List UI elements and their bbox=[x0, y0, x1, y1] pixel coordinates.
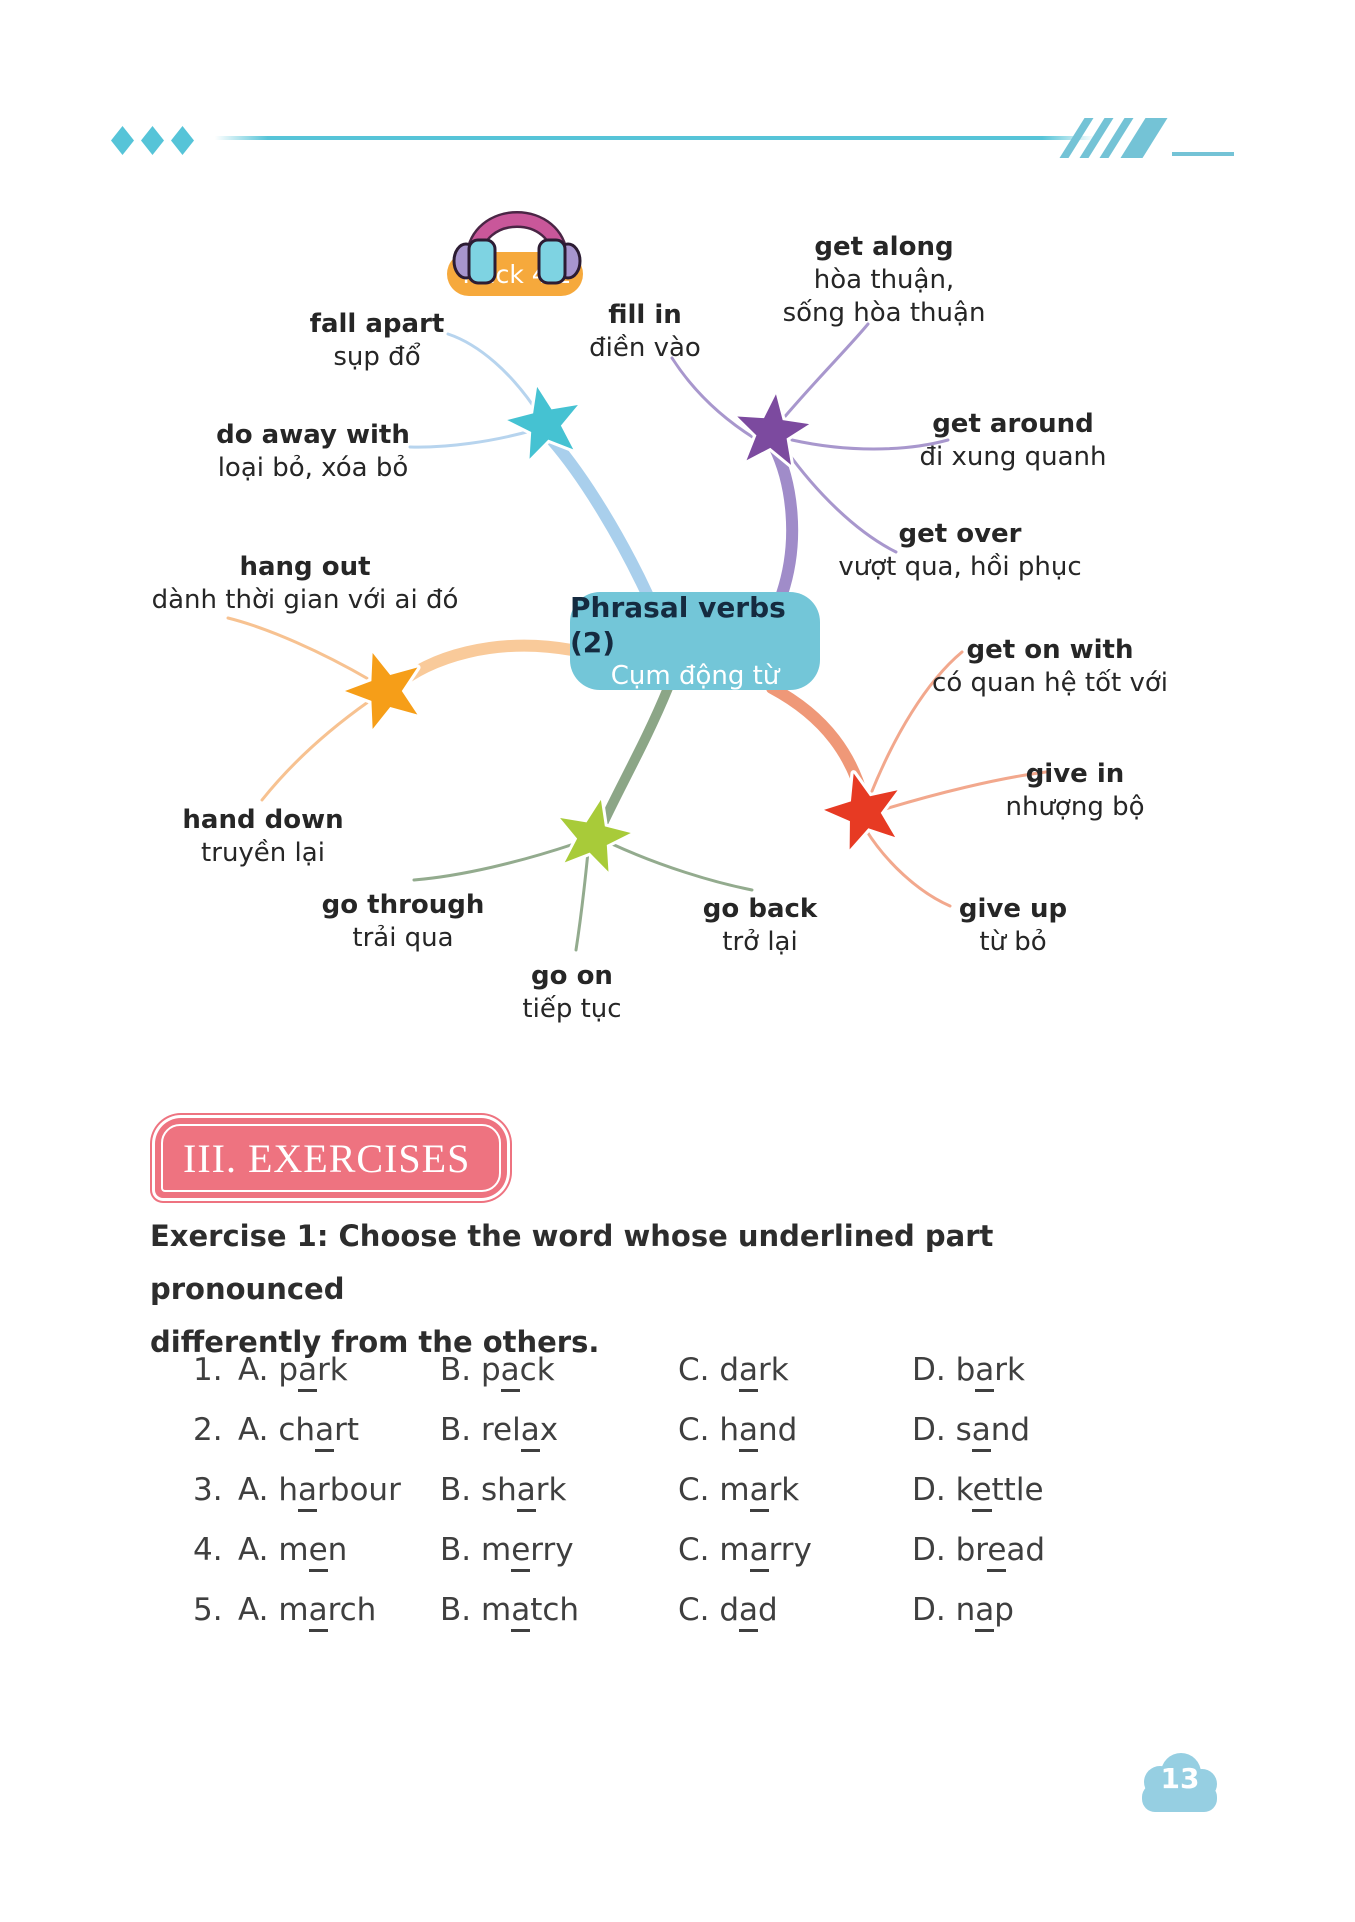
exercise1-title: Exercise 1: Choose the word whose underl… bbox=[150, 1219, 994, 1359]
mindmap-label-get-along: get along hòa thuận, sống hòa thuận bbox=[782, 232, 986, 328]
mindmap-graphic bbox=[226, 322, 1048, 952]
diamond-icon bbox=[111, 126, 134, 155]
branch-purple bbox=[768, 440, 799, 600]
mindmap-label-fall-apart: fall apart sụp đổ bbox=[309, 309, 445, 372]
exercise1-row-4: 4. A. men B. merry C. marry D. bread bbox=[0, 1532, 1355, 1578]
exercises-section-title: III. EXERCISES bbox=[183, 1135, 471, 1181]
headphones-icon bbox=[452, 211, 582, 285]
option-cell: C. hand bbox=[678, 1412, 797, 1452]
option-cell: D. kettle bbox=[912, 1472, 1044, 1512]
star-orange-icon bbox=[341, 649, 421, 733]
option-cell: D. nap bbox=[912, 1592, 1014, 1632]
exercise1-row-5: 5. A. march B. match C. dad D. nap bbox=[0, 1592, 1355, 1638]
branch-blue bbox=[546, 434, 654, 602]
header-divider-line bbox=[215, 136, 1095, 140]
branch-green bbox=[595, 683, 673, 835]
mindmap-label-go-back: go back trở lại bbox=[702, 894, 818, 957]
star-purple-icon bbox=[734, 391, 813, 468]
mindmap-label-give-up: give up từ bỏ bbox=[958, 894, 1068, 957]
star-teal-icon bbox=[504, 383, 581, 462]
exercise1-row-3: 3. A. harbour B. shark C. mark D. kettle bbox=[0, 1472, 1355, 1518]
option-cell: C. dark bbox=[678, 1352, 789, 1392]
diamond-icon bbox=[141, 126, 164, 155]
option-cell: D. bread bbox=[912, 1532, 1045, 1572]
option-cell: B. relax bbox=[440, 1412, 558, 1452]
mindmap-title: Phrasal verbs (2) bbox=[570, 590, 786, 659]
star-red-icon bbox=[820, 770, 901, 853]
option-cell: B. shark bbox=[440, 1472, 567, 1512]
option-cell: C. dad bbox=[678, 1592, 778, 1632]
mindmap-label-get-around: get around đi xung quanh bbox=[919, 409, 1107, 472]
mindmap-subtitle: Cụm động từ bbox=[610, 660, 780, 691]
option-cell: D. sand bbox=[912, 1412, 1030, 1452]
mindmap-label-get-over: get over vượt qua, hồi phục bbox=[838, 519, 1082, 582]
branch-orange bbox=[390, 639, 578, 692]
option-cell: A. harbour bbox=[238, 1472, 401, 1512]
header-tail-line bbox=[1172, 152, 1234, 156]
option-cell: B. match bbox=[440, 1592, 579, 1632]
option-cell: B. merry bbox=[440, 1532, 574, 1572]
option-cell: D. bark bbox=[912, 1352, 1025, 1392]
mindmap-stars bbox=[341, 383, 901, 875]
page-number-badge: 13 bbox=[1136, 1748, 1224, 1818]
mindmap-label-do-away-with: do away with loại bỏ, xóa bỏ bbox=[216, 420, 410, 483]
option-cell: B. pack bbox=[440, 1352, 555, 1392]
diamond-icon bbox=[171, 126, 194, 155]
branch-salmon bbox=[766, 682, 869, 804]
mindmap-label-get-on-with: get on with có quan hệ tốt với bbox=[932, 635, 1168, 698]
option-cell: A. park bbox=[238, 1352, 348, 1392]
page-number: 13 bbox=[1160, 1762, 1200, 1795]
mindmap-center-node: Phrasal verbs (2) Cụm động từ bbox=[570, 590, 820, 691]
option-cell: A. chart bbox=[238, 1412, 359, 1452]
mindmap-label-fill-in: fill in điền vào bbox=[589, 300, 701, 363]
mindmap-label-give-in: give in nhượng bộ bbox=[1005, 759, 1145, 822]
exercise1-row-1: 1. A. park B. pack C. dark D. bark bbox=[0, 1352, 1355, 1398]
option-cell: A. march bbox=[238, 1592, 376, 1632]
mindmap-connectors bbox=[226, 322, 1048, 952]
exercise1-row-2: 2. A. chart B. relax C. hand D. sand bbox=[0, 1412, 1355, 1458]
option-cell: C. marry bbox=[678, 1532, 812, 1572]
star-green-icon bbox=[557, 796, 634, 875]
mindmap-label-go-through: go through trải qua bbox=[321, 890, 485, 953]
mindmap-label-hang-out: hang out dành thời gian với ai đó bbox=[151, 552, 459, 615]
option-cell: A. men bbox=[238, 1532, 347, 1572]
cloud-icon bbox=[1142, 1753, 1217, 1812]
exercises-section-header: III. EXERCISES bbox=[155, 1118, 507, 1198]
option-cell: C. mark bbox=[678, 1472, 799, 1512]
mindmap-label-go-on: go on tiếp tục bbox=[522, 961, 622, 1024]
mindmap-label-hand-down: hand down truyền lại bbox=[182, 805, 344, 868]
